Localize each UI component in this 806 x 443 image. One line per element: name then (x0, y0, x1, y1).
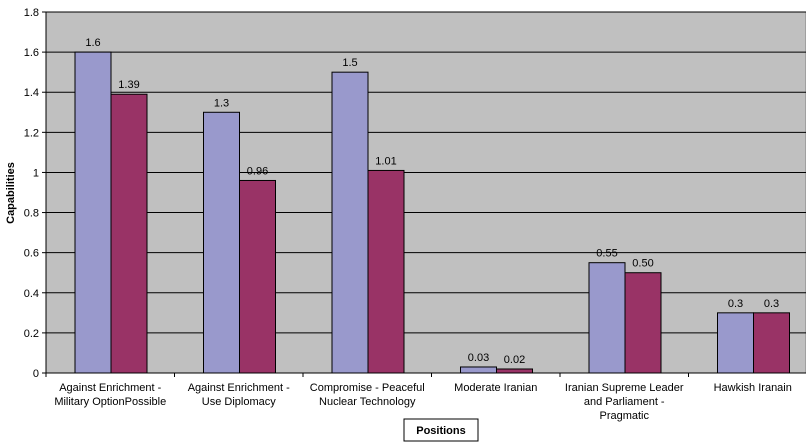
y-tick-label: 1.4 (24, 87, 39, 99)
bar-series-1 (588, 262, 626, 374)
bar-series-2 (496, 368, 533, 374)
y-tick-label: 1.8 (24, 7, 39, 19)
bar-value-label: 0.96 (247, 165, 268, 177)
y-tick-labels: 0 0.2 0.4 0.6 0.8 1 1.2 1.4 1.6 1.8 (24, 7, 39, 380)
x-category-label: Moderate Iranian (454, 382, 537, 394)
bar-value-label: 0.50 (632, 258, 653, 270)
y-tick-label: 0.6 (24, 248, 39, 260)
bar-value-label: 0.3 (764, 298, 779, 310)
bar-value-label: 0.02 (504, 354, 525, 366)
bar-series-1 (717, 312, 754, 374)
bar-value-label: 0.55 (596, 248, 617, 260)
x-category-label: Compromise - Peaceful Nuclear Technology (310, 382, 425, 408)
bar-value-label: 0.3 (728, 298, 743, 310)
bar-series-2 (624, 272, 662, 374)
bar-series-1 (331, 71, 369, 374)
y-tick-label: 0.8 (24, 208, 39, 220)
bar-value-label: 1.5 (342, 57, 357, 69)
bar-series-1 (74, 51, 112, 374)
gridlines (42, 11, 806, 374)
bar-series-2 (110, 93, 148, 374)
x-axis-title-box (403, 418, 479, 442)
y-tick-label: 1 (33, 167, 39, 179)
bar-series-1 (460, 366, 497, 374)
x-category-labels: Against Enrichment -Military OptionPossi… (54, 382, 792, 422)
plot-area (45, 11, 806, 374)
y-tick-label: 1.6 (24, 47, 39, 59)
y-tick-label: 0.2 (24, 328, 39, 340)
x-axis-title: Positions (416, 425, 466, 437)
x-category-label: Against Enrichment -Military OptionPossi… (54, 382, 166, 408)
x-category-label: Against Enrichment -Use Diplomacy (188, 382, 290, 408)
value-labels: 1.6 1.39 1.3 0.96 1.5 1.01 0.03 0.02 0.55 0.50 0.3… (85, 37, 779, 366)
bar-series-2 (239, 179, 276, 374)
bar-series-2 (367, 169, 405, 374)
y-tick-label: 0.4 (24, 288, 39, 300)
y-axis-title: Capabilities (5, 162, 17, 224)
bars (45, 51, 790, 377)
bar-series-2 (753, 312, 790, 374)
bar-value-label: 1.01 (375, 155, 396, 167)
x-category-label: Iranian Supreme Leader and Parliament -Pr… (565, 382, 684, 422)
y-tick-label: 0 (33, 368, 39, 380)
bar-series-1 (203, 111, 240, 374)
bar-value-label: 1.6 (85, 37, 100, 49)
bar-value-label: 1.3 (214, 97, 229, 109)
bar-value-label: 0.03 (468, 352, 489, 364)
bar-value-label: 1.39 (118, 79, 139, 91)
y-tick-label: 1.2 (24, 127, 39, 139)
x-category-label: Hawkish Iranain (714, 382, 792, 394)
